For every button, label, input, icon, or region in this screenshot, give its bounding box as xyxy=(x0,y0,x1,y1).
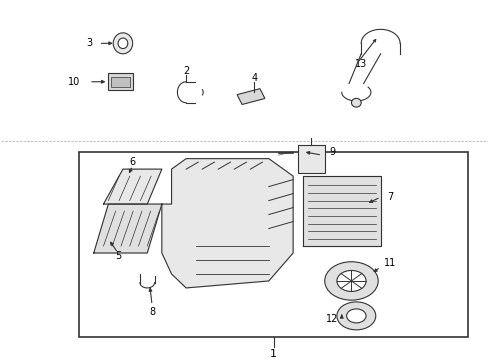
Bar xyxy=(297,145,324,172)
Text: 9: 9 xyxy=(328,147,334,157)
Bar xyxy=(79,152,467,337)
Bar xyxy=(111,77,130,87)
Bar xyxy=(237,89,264,104)
Ellipse shape xyxy=(351,98,361,107)
Text: 2: 2 xyxy=(183,66,189,76)
Text: 7: 7 xyxy=(386,192,393,202)
Circle shape xyxy=(336,270,366,292)
Polygon shape xyxy=(162,159,292,288)
Text: 11: 11 xyxy=(384,258,396,269)
Text: 12: 12 xyxy=(325,314,338,324)
Text: 6: 6 xyxy=(129,157,136,167)
Text: 4: 4 xyxy=(251,73,257,83)
Circle shape xyxy=(346,309,366,323)
Polygon shape xyxy=(302,176,380,246)
Ellipse shape xyxy=(113,33,132,54)
Text: 5: 5 xyxy=(115,252,121,261)
Polygon shape xyxy=(103,169,162,204)
Bar xyxy=(108,73,132,90)
Circle shape xyxy=(324,262,377,300)
Text: 10: 10 xyxy=(68,77,81,87)
Polygon shape xyxy=(94,204,162,253)
Ellipse shape xyxy=(118,38,127,49)
Circle shape xyxy=(336,302,375,330)
Text: 1: 1 xyxy=(270,349,277,359)
Text: 3: 3 xyxy=(86,38,92,48)
Text: 8: 8 xyxy=(149,307,155,318)
Text: 13: 13 xyxy=(354,59,366,69)
